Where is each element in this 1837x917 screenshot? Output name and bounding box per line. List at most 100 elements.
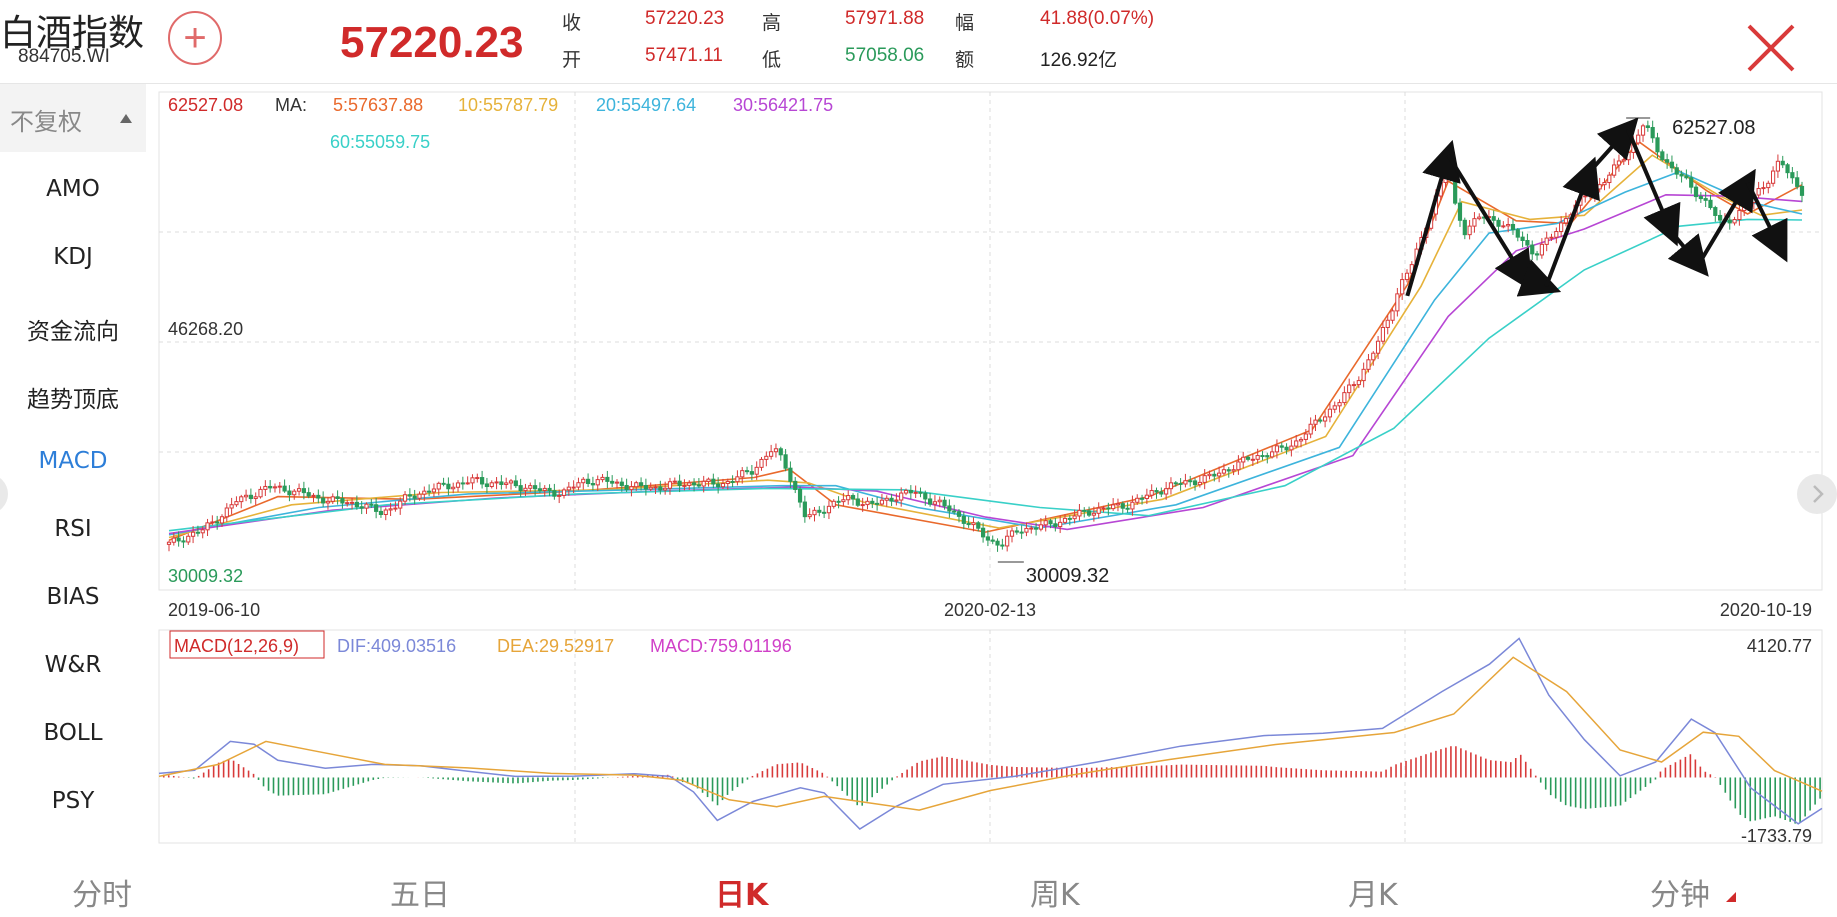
candle-body xyxy=(947,505,952,512)
candle-body xyxy=(1217,472,1222,477)
candle-body xyxy=(706,478,711,482)
candle-body xyxy=(1289,445,1294,451)
candle-body xyxy=(378,510,384,515)
tab-period[interactable]: 月K xyxy=(1348,878,1398,913)
indicator-item[interactable]: BIAS xyxy=(46,584,100,610)
candle-body xyxy=(1698,196,1703,200)
candle-body xyxy=(1375,340,1381,354)
candle-body xyxy=(1650,126,1655,139)
stat-label: 低 xyxy=(762,49,782,71)
candle-body xyxy=(966,522,971,526)
indicator-item[interactable]: 资金流向 xyxy=(27,319,119,345)
tab-period[interactable]: 周K xyxy=(1030,878,1080,913)
candle-body xyxy=(219,516,225,524)
candle-body xyxy=(696,484,701,487)
candle-body xyxy=(1737,210,1742,221)
candle-body xyxy=(446,483,451,490)
scroll-right-button[interactable] xyxy=(1797,474,1837,514)
y-tick-label: 62527.08 xyxy=(168,95,243,115)
candle-body xyxy=(1274,445,1280,453)
add-watchlist-button[interactable]: + xyxy=(168,11,222,65)
candle-body xyxy=(1226,469,1231,472)
tab-period[interactable]: 五日 xyxy=(390,878,450,913)
candle-body xyxy=(1669,161,1675,169)
candle-body xyxy=(1732,219,1737,224)
candle-body xyxy=(1371,352,1376,361)
candle-body xyxy=(855,498,860,506)
candle-body xyxy=(499,481,504,485)
candle-body xyxy=(643,485,648,490)
tab-period[interactable]: 分时 xyxy=(72,878,132,913)
tab-period[interactable]: 分钟 xyxy=(1650,878,1710,913)
candle-body xyxy=(518,485,523,492)
candle-body xyxy=(1626,151,1631,161)
candle-body xyxy=(619,481,624,486)
candle-body xyxy=(778,448,783,456)
candle-body xyxy=(359,506,364,509)
candle-body xyxy=(672,480,677,483)
indicator-item[interactable]: W&R xyxy=(44,652,102,678)
adjust-selector[interactable]: 不复权 xyxy=(0,84,146,152)
candle-body xyxy=(884,497,889,501)
candle-body xyxy=(1250,458,1255,461)
close-icon[interactable] xyxy=(1745,22,1797,74)
candle-body xyxy=(1621,159,1626,162)
stat-value: 126.92亿 xyxy=(1040,50,1118,71)
indicator-item[interactable]: PSY xyxy=(51,788,95,814)
candle-body xyxy=(210,521,215,524)
indicator-item[interactable]: RSI xyxy=(54,516,92,542)
candle-body xyxy=(1448,168,1453,176)
candle-body xyxy=(393,507,398,510)
candle-body xyxy=(422,490,427,495)
candle-body xyxy=(1506,223,1511,227)
candle-body xyxy=(349,501,355,504)
candle-body xyxy=(1164,488,1169,495)
candle-body xyxy=(846,495,851,501)
candle-body xyxy=(1356,380,1361,386)
candle-body xyxy=(1279,445,1284,448)
candle-body xyxy=(1742,204,1747,212)
candle-body xyxy=(1491,216,1496,221)
candle-body xyxy=(1636,134,1641,144)
low-annotation: 30009.32 xyxy=(1026,565,1109,587)
candle-body xyxy=(937,499,942,503)
candle-body xyxy=(316,494,321,499)
candle-body xyxy=(913,491,918,494)
candle-body xyxy=(451,486,456,490)
indicator-item[interactable]: BOLL xyxy=(43,720,103,746)
ma-legend-item: 5:57637.88 xyxy=(333,95,423,115)
candle-body xyxy=(677,480,682,487)
candle-body xyxy=(1327,408,1333,418)
candle-body xyxy=(1679,173,1684,177)
candle-body xyxy=(735,476,740,483)
stat-value: 57058.06 xyxy=(845,45,925,66)
indicator-item[interactable]: AMO xyxy=(46,176,100,202)
macd-legend-item: DEA:29.52917 xyxy=(497,636,614,656)
candle-body xyxy=(691,482,697,486)
tab-period[interactable]: 日K xyxy=(715,878,769,913)
candle-body xyxy=(600,476,605,481)
candle-body xyxy=(1520,236,1525,241)
trend-arrow xyxy=(1588,117,1639,173)
indicator-item[interactable]: 趋势顶底 xyxy=(27,387,119,413)
trend-arrow xyxy=(1544,156,1600,288)
candle-body xyxy=(1602,182,1607,186)
candle-body xyxy=(566,486,571,491)
scroll-left-handle[interactable] xyxy=(0,474,8,514)
ma-legend-prefix: MA: xyxy=(275,95,307,115)
candle-body xyxy=(1019,531,1024,534)
candle-body xyxy=(296,488,302,492)
indicator-item[interactable]: KDJ xyxy=(53,244,93,270)
candle-body xyxy=(268,485,273,489)
candle-body xyxy=(841,499,846,503)
candle-body xyxy=(542,487,547,491)
candle-body xyxy=(1024,527,1029,533)
candle-body xyxy=(850,495,856,500)
indicator-item[interactable]: MACD xyxy=(38,448,108,474)
candle-body xyxy=(610,480,615,484)
candle-body xyxy=(576,482,581,488)
candle-body xyxy=(1139,497,1145,500)
candle-body xyxy=(436,482,441,490)
candle-body xyxy=(354,501,359,508)
